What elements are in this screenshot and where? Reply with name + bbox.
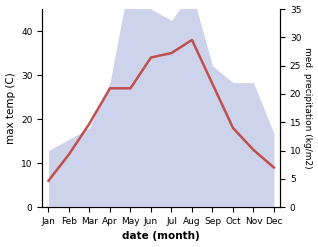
- Y-axis label: med. precipitation (kg/m2): med. precipitation (kg/m2): [303, 47, 313, 169]
- X-axis label: date (month): date (month): [122, 231, 200, 242]
- Y-axis label: max temp (C): max temp (C): [5, 72, 16, 144]
